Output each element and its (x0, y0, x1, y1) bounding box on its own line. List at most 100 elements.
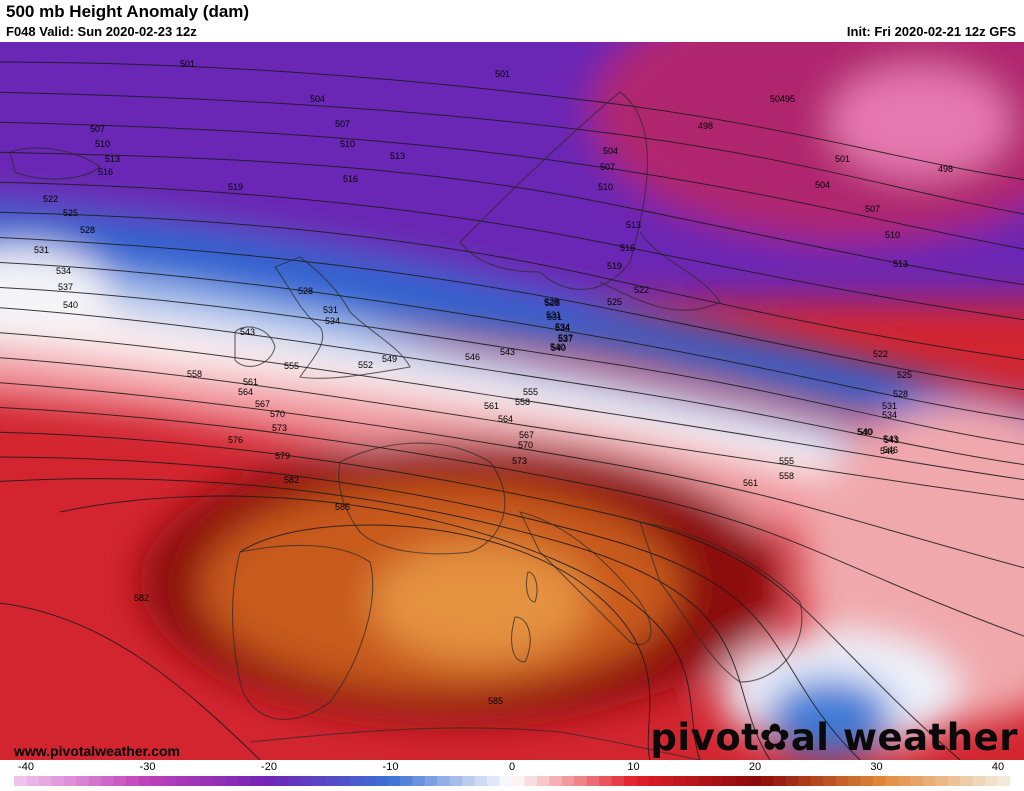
colorbar-swatch (611, 776, 625, 786)
shade-white-band (0, 296, 1024, 524)
coast-ireland (234, 326, 276, 367)
contour-label: 513 (893, 259, 908, 269)
colorbar-swatch (101, 776, 115, 786)
contour-label: 540 (551, 343, 566, 353)
colorbar-swatch (897, 776, 911, 786)
colorbar-swatch (424, 776, 438, 786)
colorbar-swatch (798, 776, 812, 786)
colorbar-swatch (561, 776, 575, 786)
contour-label: 507 (90, 124, 105, 134)
contour-label: 528 (298, 286, 313, 296)
contour-label: 516 (620, 243, 635, 253)
colorbar-swatch (512, 776, 526, 786)
contour-label: 522 (634, 285, 649, 295)
contour-label: 510 (95, 139, 110, 149)
map-header: 500 mb Height Anomaly (dam) F048 Valid: … (0, 0, 1024, 42)
colorbar-swatch (624, 776, 638, 786)
colorbar-swatch (188, 776, 202, 786)
contour-label: 522 (873, 349, 888, 359)
contour-label: 498 (938, 164, 953, 174)
colorbar-strip (14, 776, 1010, 786)
colorbar: -40 -30 -20 -10 0 10 20 30 40 (0, 760, 1024, 791)
contour-label: 555 (284, 361, 299, 371)
contour-label: 549 (382, 354, 397, 364)
colorbar-swatch (947, 776, 961, 786)
coast-north-africa (249, 727, 701, 760)
colorbar-swatch (325, 776, 339, 786)
colorbar-swatch (63, 776, 77, 786)
colorbar-swatch (375, 776, 389, 786)
colorbar-swatch (748, 776, 762, 786)
contour-label: 510 (885, 230, 900, 240)
contour-label: 513 (390, 151, 405, 161)
colorbar-swatch (686, 776, 700, 786)
contour-label: 540 (63, 300, 78, 310)
colorbar-swatch (300, 776, 314, 786)
contour-label: 552 (358, 360, 373, 370)
colorbar-swatch (38, 776, 52, 786)
colorbar-swatch (263, 776, 277, 786)
coast-corsica (525, 571, 538, 603)
contour-label: 564 (238, 387, 253, 397)
colorbar-swatch (773, 776, 787, 786)
contour-label: 561 (243, 377, 258, 387)
colorbar-swatch (586, 776, 600, 786)
colorbar-swatch (250, 776, 264, 786)
contour-label: 504 (603, 146, 618, 156)
colorbar-swatch (860, 776, 874, 786)
height-anomaly-map[interactable]: 501 501 504 504 507 507 510 510 513 513 516 516 519 5… (0, 42, 1024, 760)
contour-label: 537 (58, 282, 73, 292)
colorbar-tick-label: 10 (627, 761, 640, 773)
contour-label: 498 (698, 121, 713, 131)
contour-label: 501 (180, 59, 195, 69)
website-credit[interactable]: www.pivotalweather.com (14, 743, 180, 759)
coast-britain (274, 256, 411, 379)
contour-label: 540 (550, 342, 565, 352)
contour-label: 510 (340, 139, 355, 149)
colorbar-tick-label: -30 (139, 761, 156, 773)
init-time: Init: Fri 2020-02-21 12z GFS (846, 24, 1016, 39)
valid-time: F048 Valid: Sun 2020-02-23 12z (6, 24, 197, 39)
colorbar-swatch (761, 776, 775, 786)
contour-label: 513 (626, 220, 641, 230)
contour-label: 573 (512, 456, 527, 466)
colorbar-swatch (412, 776, 426, 786)
contour-label: 528 (545, 298, 560, 308)
contour-label: 582 (284, 475, 299, 485)
contour-label: 576 (228, 435, 243, 445)
colorbar-swatch (736, 776, 750, 786)
colorbar-tick-label: -20 (261, 761, 277, 773)
colorbar-tick-labels: -40 -30 -20 -10 0 10 20 30 40 (0, 760, 1024, 774)
contour-label: 543 (883, 434, 898, 444)
colorbar-swatch (922, 776, 936, 786)
colorbar-swatch (26, 776, 40, 786)
colorbar-swatch (337, 776, 351, 786)
colorbar-swatch (126, 776, 140, 786)
contour-label: 534 (555, 322, 570, 332)
colorbar-tick-label: 20 (748, 761, 762, 773)
coastlines (9, 91, 803, 760)
contour-label: 543 (240, 327, 255, 337)
colorbar-swatch (487, 776, 501, 786)
colorbar-swatch (711, 776, 725, 786)
contour-label: 525 (607, 297, 622, 307)
colorbar-swatch (549, 776, 563, 786)
contour-label: 582 (134, 593, 149, 603)
contour-label: 570 (518, 440, 533, 450)
colorbar-swatch (449, 776, 463, 786)
colorbar-swatch (499, 776, 513, 786)
map-title: 500 mb Height Anomaly (dam) (6, 2, 250, 21)
colorbar-swatch (885, 776, 899, 786)
shade-pink-ne (830, 67, 1010, 177)
colorbar-swatch (873, 776, 887, 786)
shade-blue-band (0, 204, 1024, 452)
contour-label: 543 (500, 347, 515, 357)
coast-baltic (599, 231, 721, 311)
contour-label: 507 (600, 162, 615, 172)
contour-label: 531 (546, 310, 561, 320)
colorbar-swatch (823, 776, 837, 786)
colorbar-swatch (661, 776, 675, 786)
colorbar-swatch (76, 776, 90, 786)
contour-label: 504 (310, 94, 325, 104)
contour-label: 531 (882, 401, 897, 411)
